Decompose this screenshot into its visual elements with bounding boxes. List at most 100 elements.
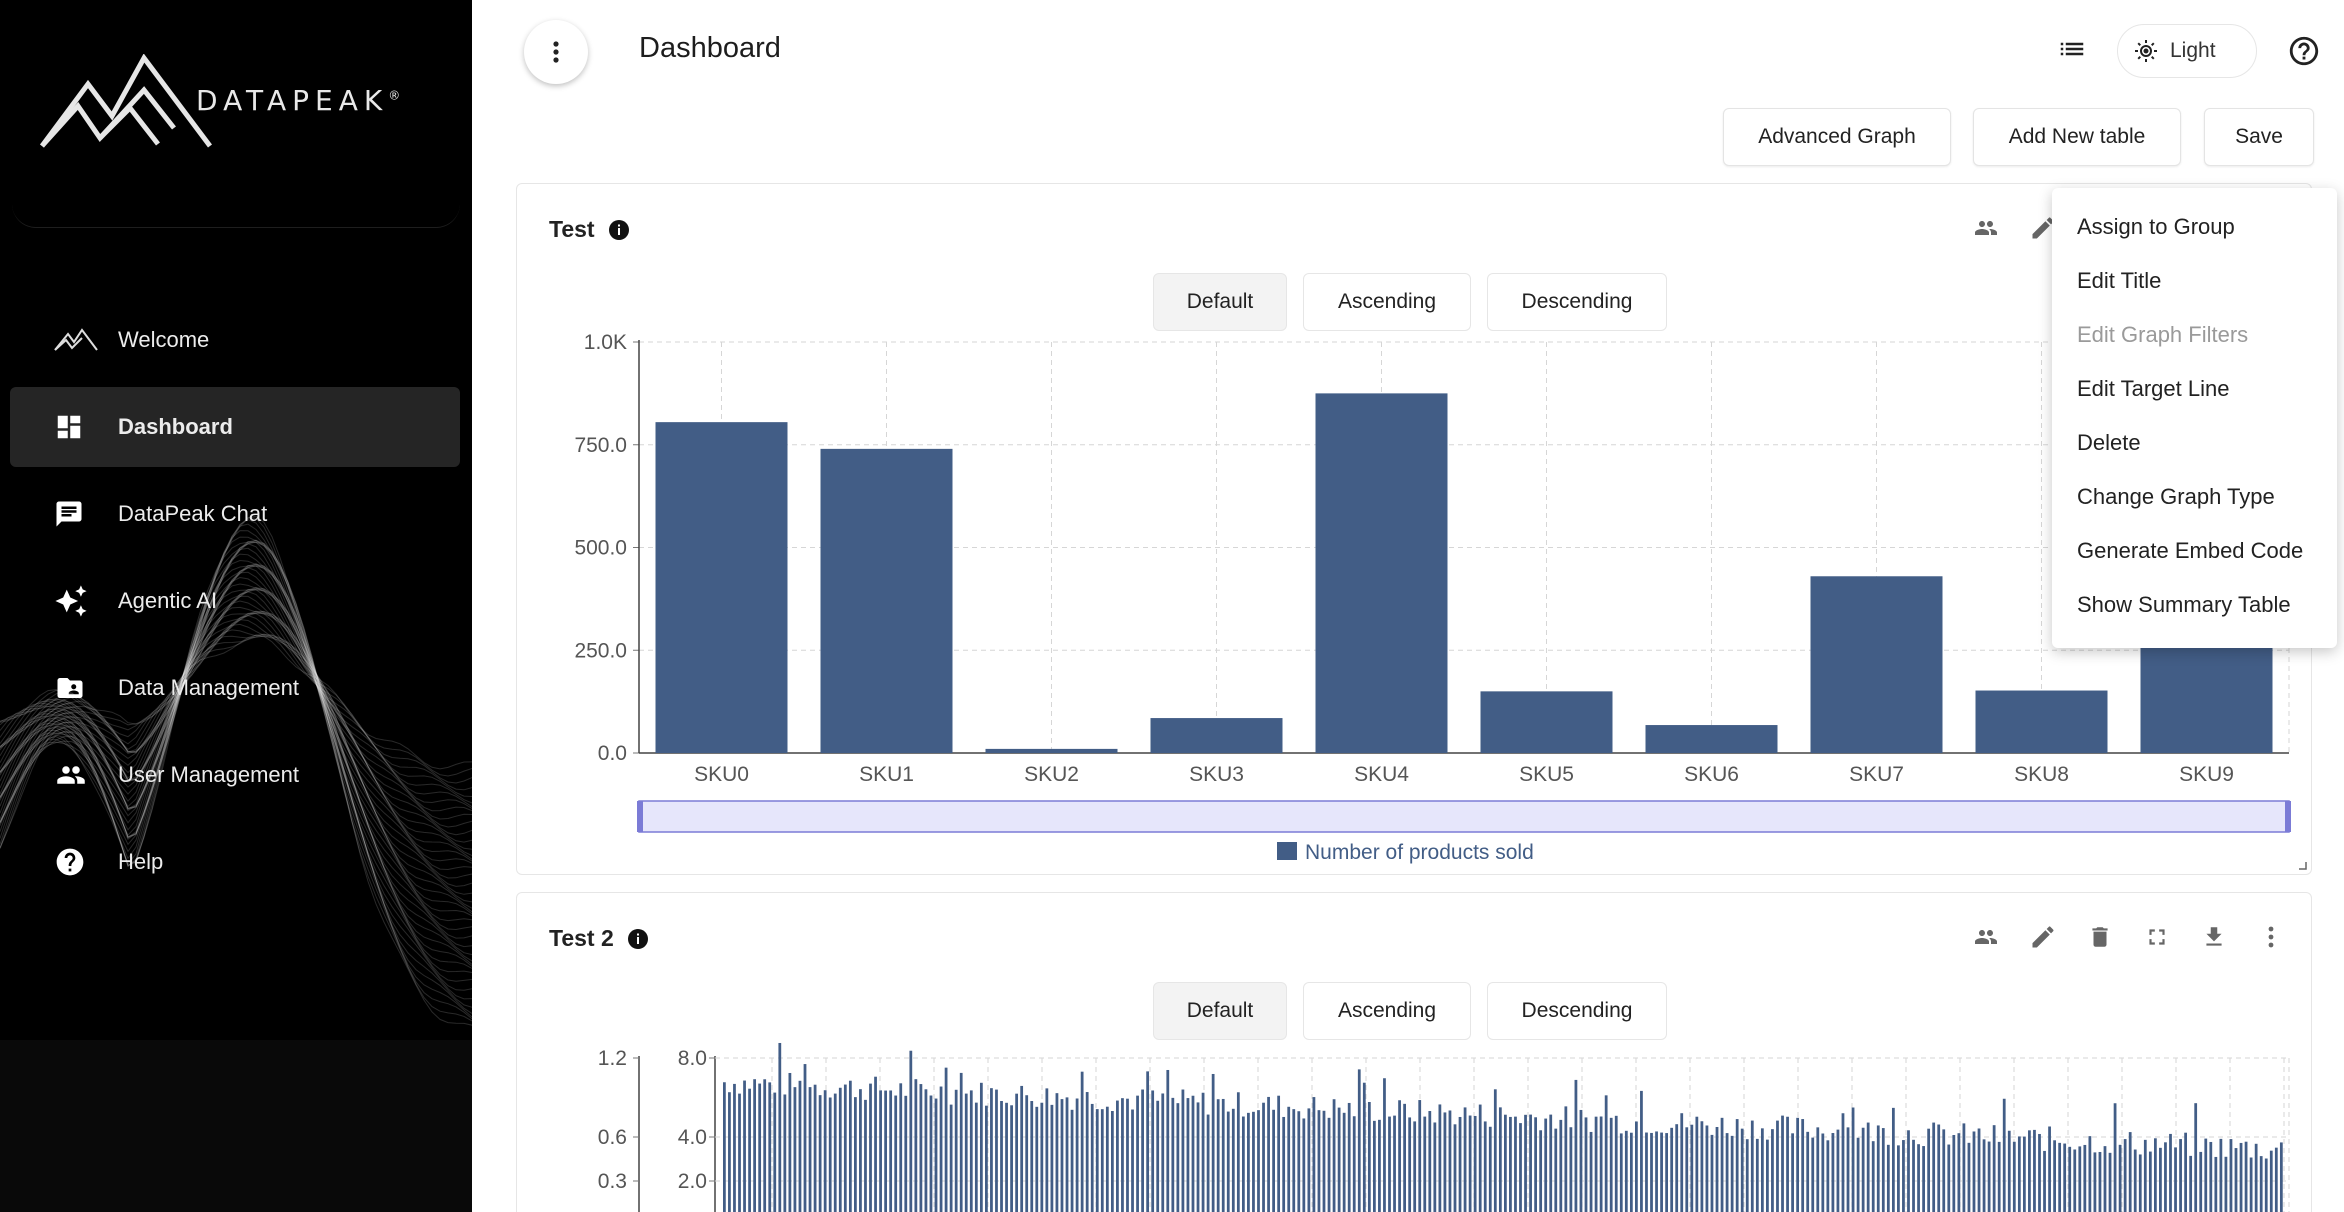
bar-sku7 [1810, 576, 1943, 753]
sort-descending-button[interactable]: Descending [1487, 982, 1667, 1040]
bar [1539, 1130, 1543, 1212]
bar [939, 1086, 943, 1212]
bar [2169, 1133, 2172, 1212]
bar [1211, 1073, 1215, 1212]
sort-ascending-button[interactable]: Ascending [1303, 273, 1471, 331]
data-zoom-handle-left [637, 801, 643, 832]
sidebar-nav: Welcome Dashboard DataPeak Chat Agentic … [10, 300, 460, 909]
menu-item-generate-embed-code[interactable]: Generate Embed Code [2077, 538, 2304, 563]
bar [2088, 1136, 2092, 1212]
bar [1030, 1101, 1034, 1212]
sort-default-button[interactable]: Default [1153, 982, 1287, 1040]
bar [904, 1095, 908, 1212]
bar [1594, 1116, 1598, 1212]
sidebar-item-help[interactable]: Help [10, 822, 460, 902]
bar [818, 1095, 822, 1212]
bar [1720, 1117, 1724, 1212]
bar-sku1 [820, 448, 953, 753]
bar [2234, 1148, 2238, 1212]
chart-card: Test Default Ascending Descending 0.0 250… [516, 183, 2312, 875]
list-view-icon[interactable] [2056, 34, 2088, 64]
edit-icon[interactable] [2023, 917, 2063, 957]
bar [838, 1087, 842, 1212]
sort-descending-button[interactable]: Descending [1487, 273, 1667, 331]
menu-item-delete[interactable]: Delete [2077, 430, 2141, 455]
bar [1085, 1092, 1089, 1212]
bar [1635, 1121, 1638, 1212]
bar [788, 1072, 792, 1212]
info-icon[interactable] [626, 927, 650, 951]
resize-handle-icon[interactable] [2297, 860, 2307, 870]
delete-icon[interactable] [2080, 917, 2120, 957]
data-zoom-slider [638, 800, 2290, 833]
menu-item-assign-to-group[interactable]: Assign to Group [2077, 214, 2235, 239]
sidebar-item-data-management[interactable]: Data Management [10, 648, 460, 728]
bar [1035, 1106, 1039, 1212]
y-tick-label-left: 0.3 [598, 1170, 627, 1193]
sidebar-item-datapeak-chat[interactable]: DataPeak Chat [10, 474, 460, 554]
bar [2138, 1154, 2142, 1212]
sort-default-button[interactable]: Default [1153, 273, 1287, 331]
sidebar-item-dashboard[interactable]: Dashboard [10, 387, 460, 467]
bar [1121, 1098, 1124, 1212]
advanced-graph-button[interactable]: Advanced Graph [1723, 108, 1951, 166]
bar [2159, 1147, 2162, 1212]
bar [1206, 1114, 1210, 1212]
bar [1065, 1097, 1069, 1212]
sidebar-item-welcome[interactable]: Welcome [10, 300, 460, 380]
bar [2209, 1141, 2213, 1212]
bar [2038, 1133, 2041, 1212]
bar [1383, 1078, 1386, 1212]
bar [1277, 1095, 1281, 1212]
page-menu-button[interactable] [524, 20, 588, 84]
bar [743, 1080, 746, 1212]
bar [2164, 1142, 2167, 1212]
bar [2012, 1141, 2016, 1212]
menu-item-show-summary-table[interactable]: Show Summary Table [2077, 592, 2291, 617]
edit-icon[interactable] [2023, 208, 2063, 248]
bar [1171, 1097, 1175, 1212]
bar [959, 1072, 963, 1212]
more-vertical-icon [553, 41, 559, 63]
bar [1564, 1106, 1568, 1212]
bar [909, 1050, 913, 1212]
assign-group-icon[interactable] [1966, 917, 2006, 957]
sort-toggle-group: Default Ascending Descending [1153, 982, 1683, 1040]
bar [2113, 1103, 2117, 1212]
sidebar-item-user-management[interactable]: User Management [10, 735, 460, 815]
add-new-table-button[interactable]: Add New table [1973, 108, 2181, 166]
bar [1156, 1100, 1160, 1212]
menu-item-edit-target-line[interactable]: Edit Target Line [2077, 376, 2230, 401]
download-icon[interactable] [2194, 917, 2234, 957]
bar [1252, 1111, 1255, 1212]
bar [854, 1097, 857, 1212]
help-icon[interactable] [2287, 34, 2321, 68]
fullscreen-icon[interactable] [2137, 917, 2177, 957]
bar [1398, 1100, 1401, 1212]
bar [1690, 1124, 1694, 1212]
menu-item-change-graph-type[interactable]: Change Graph Type [2077, 484, 2275, 509]
bar [1393, 1115, 1396, 1212]
bar [1912, 1139, 1915, 1212]
menu-item-edit-title[interactable]: Edit Title [2077, 268, 2162, 293]
bar [1473, 1115, 1477, 1212]
sort-ascending-button[interactable]: Ascending [1303, 982, 1471, 1040]
theme-toggle-button[interactable]: Light [2117, 24, 2257, 78]
bar [1725, 1133, 1729, 1212]
sidebar-item-agentic-ai[interactable]: Agentic AI [10, 561, 460, 641]
info-icon[interactable] [607, 218, 631, 242]
bar [894, 1095, 898, 1212]
save-button[interactable]: Save [2204, 108, 2314, 166]
bar [803, 1064, 807, 1212]
bar [1740, 1128, 1744, 1212]
bar [1498, 1107, 1502, 1212]
bar [2184, 1132, 2187, 1212]
bar [1836, 1129, 1840, 1212]
bar [2022, 1136, 2026, 1212]
y-tick-label-secondary: 4.0 [678, 1126, 707, 1149]
bar [1519, 1123, 1522, 1212]
assign-group-icon[interactable] [1966, 208, 2006, 248]
bar [1151, 1090, 1155, 1212]
more-vertical-icon[interactable] [2251, 917, 2291, 957]
bar [1584, 1117, 1588, 1212]
